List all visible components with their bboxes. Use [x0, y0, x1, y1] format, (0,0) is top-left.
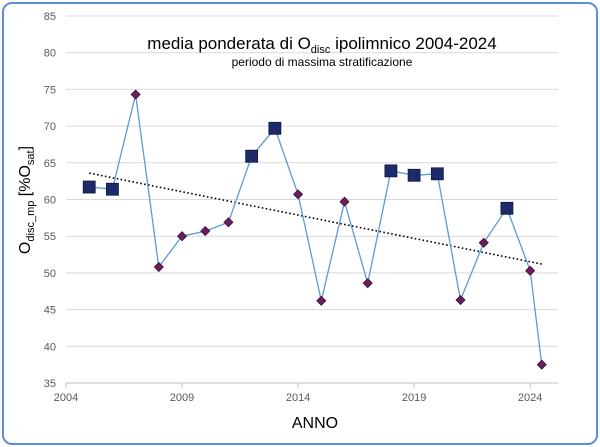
data-point-diamond [362, 278, 373, 289]
x-tick-label: 2009 [170, 392, 194, 404]
y-axis-label-mid: [%O [17, 165, 34, 201]
data-point-diamond [223, 217, 234, 228]
y-axis-label-end: ] [17, 146, 34, 150]
chart-title-sub: disc [311, 44, 331, 56]
y-tick-label: 35 [44, 378, 56, 390]
data-point-square [407, 168, 421, 182]
y-axis-label: Odisc_mp [%Osat] [17, 146, 37, 254]
x-tick-label: 2019 [402, 392, 426, 404]
chart-title-prefix: media ponderata di O [147, 34, 311, 53]
data-point-diamond [478, 237, 489, 248]
x-tick-label: 2004 [54, 392, 78, 404]
y-tick-label: 75 [44, 84, 56, 96]
x-axis: 2004 2009 2014 2019 2024 [54, 382, 558, 404]
data-point-diamond [525, 265, 536, 276]
data-point-square [430, 167, 444, 181]
x-axis-label: ANNO [292, 415, 338, 432]
data-point-diamond [316, 295, 327, 306]
y-axis-label-main: O [17, 242, 34, 254]
y-axis-label-sub1: disc_mp [25, 201, 37, 242]
y-tick-label: 55 [44, 231, 56, 243]
x-tick-label: 2014 [286, 392, 310, 404]
y-tick-label: 70 [44, 121, 56, 133]
chart-subtitle: periodo di massima stratificazione [232, 55, 413, 69]
series-polyline [89, 94, 543, 365]
trendline [89, 172, 542, 265]
trend-line [89, 172, 542, 265]
data-point-square [82, 180, 96, 194]
data-point-square [268, 121, 282, 135]
y-tick-label: 45 [44, 305, 56, 317]
y-tick-label: 50 [44, 268, 56, 280]
series-line [89, 94, 543, 365]
y-tick-label: 40 [44, 341, 56, 353]
y-axis: 35 40 45 50 55 60 65 70 75 80 85 [44, 11, 56, 390]
data-point-diamond [293, 189, 304, 200]
data-point-square [384, 164, 398, 178]
data-point-square [245, 149, 259, 163]
data-point-diamond [339, 196, 350, 207]
y-tick-label: 85 [44, 11, 56, 23]
x-tick-label: 2024 [518, 392, 542, 404]
gridlines [66, 15, 558, 384]
y-axis-label-sub2: sat [25, 150, 37, 165]
data-point-diamond [176, 231, 188, 242]
data-point-diamond [536, 359, 547, 370]
chart-title: media ponderata di Odisc ipolimnico 2004… [147, 34, 496, 56]
data-point-square [106, 182, 119, 196]
y-tick-label: 65 [44, 158, 56, 170]
data-point-diamond [130, 89, 141, 100]
data-markers [82, 89, 547, 370]
data-point-diamond [200, 225, 211, 237]
data-point-diamond [455, 294, 466, 306]
data-point-diamond [153, 261, 164, 273]
chart-title-suffix: ipolimnico 2004-2024 [330, 34, 496, 53]
data-point-square [500, 201, 514, 215]
y-tick-label: 80 [44, 48, 56, 60]
y-tick-label: 60 [44, 195, 56, 207]
